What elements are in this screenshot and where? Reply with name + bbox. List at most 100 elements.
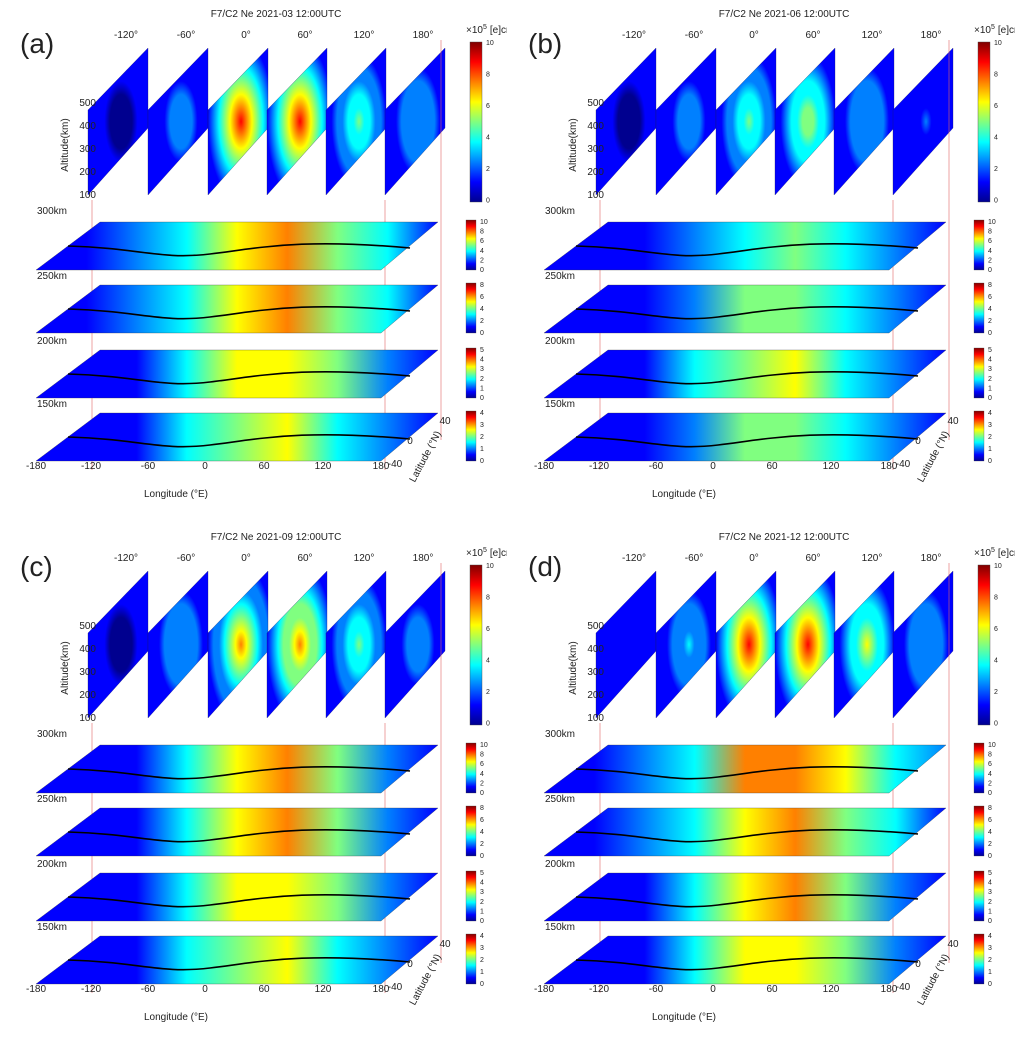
longitude-tick-label: 0 xyxy=(202,461,208,472)
vertical-slice xyxy=(833,47,895,196)
altitude-tick-label: 300 xyxy=(79,144,96,155)
layer-colorbar-tick-label: 4 xyxy=(988,248,992,255)
layer-colorbar xyxy=(465,219,477,271)
altitude-tick-label: 200 xyxy=(79,690,96,701)
layer-colorbar xyxy=(465,282,477,334)
slice-longitude-label: 60° xyxy=(805,553,820,564)
colorbar-tick-label: 6 xyxy=(994,626,998,633)
colorbar-tick-label: 0 xyxy=(994,198,998,205)
latitude-tick-label: -40 xyxy=(388,459,403,470)
altitude-layer-map xyxy=(543,221,947,271)
chart-title: F7/C2 Ne 2021-06 12:00UTC xyxy=(719,9,850,20)
layer-colorbar-tick-label: 4 xyxy=(480,410,484,417)
vertical-slice xyxy=(266,570,328,719)
longitude-tick-label: 180 xyxy=(881,984,898,995)
layer-colorbar-tick-label: 0 xyxy=(988,267,992,274)
layer-colorbar-tick-label: 0 xyxy=(988,790,992,797)
latitude-tick-label: 40 xyxy=(439,416,451,427)
longitude-tick-label: 0 xyxy=(710,461,716,472)
layer-colorbar-tick-label: 1 xyxy=(988,385,992,392)
layer-colorbar-tick-label: 5 xyxy=(988,870,992,877)
colorbar-tick-label: 2 xyxy=(486,166,490,173)
altitude-layer-map xyxy=(35,744,439,794)
magnetic-equator-line xyxy=(575,956,919,971)
layer-colorbar xyxy=(465,805,477,857)
colorbar-unit: ×105[e]cm-3 xyxy=(466,547,507,559)
longitude-axis-label: Longitude (°E) xyxy=(144,489,208,500)
layer-colorbar-tick-label: 4 xyxy=(480,933,484,940)
layer-colorbar-tick-label: 4 xyxy=(988,410,992,417)
layer-colorbar-tick-label: 2 xyxy=(480,434,484,441)
longitude-tick-label: -120 xyxy=(81,461,101,472)
colorbar-tick-label: 10 xyxy=(486,563,494,570)
colorbar-tick-label: 6 xyxy=(994,103,998,110)
panel-label: (b) xyxy=(528,28,562,59)
altitude-tick-label: 500 xyxy=(79,621,96,632)
colorbar-tick-label: 4 xyxy=(994,135,998,142)
altitude-layer-map xyxy=(35,412,439,462)
altitude-tick-label: 200 xyxy=(79,167,96,178)
altitude-layer-map xyxy=(543,412,947,462)
chart-panel-1: (a) F7/C2 Ne 2021-03 12:00UTC -120° -60° 0° 6… xyxy=(20,9,507,500)
colorbar-tick-label: 0 xyxy=(994,721,998,728)
vertical-slice xyxy=(833,570,895,719)
layer-altitude-label: 300km xyxy=(37,206,67,217)
vertical-slice xyxy=(207,570,269,719)
longitude-tick-label: 60 xyxy=(258,461,270,472)
layer-altitude-label: 150km xyxy=(545,399,575,410)
colorbar-tick-label: 4 xyxy=(486,135,490,142)
layer-colorbar-tick-label: 2 xyxy=(480,957,484,964)
magnetic-equator-line xyxy=(67,370,411,385)
layer-colorbar-tick-label: 4 xyxy=(480,248,484,255)
vertical-slice xyxy=(87,570,149,719)
magnetic-equator-line xyxy=(575,893,919,908)
vertical-slice xyxy=(774,47,836,196)
magnetic-equator-line xyxy=(67,433,411,448)
layer-colorbar-tick-label: 1 xyxy=(480,969,484,976)
layer-altitude-label: 250km xyxy=(545,271,575,282)
colorbar-tick-label: 6 xyxy=(486,626,490,633)
altitude-layer-map xyxy=(35,935,439,985)
layer-altitude-label: 200km xyxy=(545,859,575,870)
chart-panel-2: (b) F7/C2 Ne 2021-06 12:00UTC -120° -60° 0° 6… xyxy=(528,9,1015,500)
slice-longitude-label: 60° xyxy=(805,30,820,41)
slice-longitude-label: 120° xyxy=(862,553,883,564)
layer-colorbar xyxy=(465,347,477,399)
altitude-tick-label: 300 xyxy=(587,667,604,678)
magnetic-equator-line xyxy=(575,370,919,385)
altitude-axis-label: Altitude(km) xyxy=(568,118,579,171)
magnetic-equator-line xyxy=(67,956,411,971)
colorbar-unit: ×105[e]cm-3 xyxy=(466,24,507,36)
slice-longitude-label: -120° xyxy=(114,553,138,564)
vertical-slice xyxy=(384,570,446,719)
slice-longitude-label: -120° xyxy=(114,30,138,41)
layer-altitude-label: 300km xyxy=(37,729,67,740)
vertical-slice xyxy=(384,47,446,196)
longitude-tick-label: 120 xyxy=(823,461,840,472)
layer-colorbar-tick-label: 2 xyxy=(988,434,992,441)
longitude-tick-label: -60 xyxy=(141,984,156,995)
layer-colorbar xyxy=(973,282,985,334)
colorbar-tick-label: 4 xyxy=(994,658,998,665)
altitude-tick-label: 200 xyxy=(587,690,604,701)
colorbar-tick-label: 2 xyxy=(486,689,490,696)
layer-altitude-label: 250km xyxy=(37,794,67,805)
altitude-tick-label: 500 xyxy=(587,98,604,109)
altitude-layer-map xyxy=(543,744,947,794)
layer-colorbar-tick-label: 0 xyxy=(480,267,484,274)
vertical-slice xyxy=(207,47,269,196)
magnetic-equator-line xyxy=(67,242,411,257)
layer-colorbar-tick-label: 1 xyxy=(988,969,992,976)
vertical-slice xyxy=(87,47,149,196)
altitude-tick-label: 300 xyxy=(587,144,604,155)
layer-colorbar-tick-label: 2 xyxy=(480,318,484,325)
layer-colorbar-tick-label: 1 xyxy=(480,908,484,915)
slice-longitude-label: -60° xyxy=(177,553,195,564)
slice-longitude-label: -60° xyxy=(685,30,703,41)
longitude-tick-label: -180 xyxy=(534,461,554,472)
vertical-slice xyxy=(595,47,657,196)
longitude-tick-label: 120 xyxy=(315,461,332,472)
colorbar-tick-label: 10 xyxy=(486,40,494,47)
altitude-tick-label: 400 xyxy=(587,644,604,655)
latitude-axis-label: Latitude (°N) xyxy=(916,429,952,484)
